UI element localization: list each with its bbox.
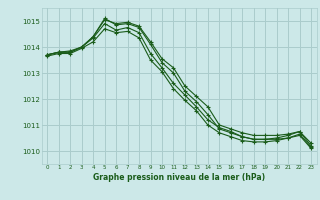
X-axis label: Graphe pression niveau de la mer (hPa): Graphe pression niveau de la mer (hPa) xyxy=(93,173,265,182)
